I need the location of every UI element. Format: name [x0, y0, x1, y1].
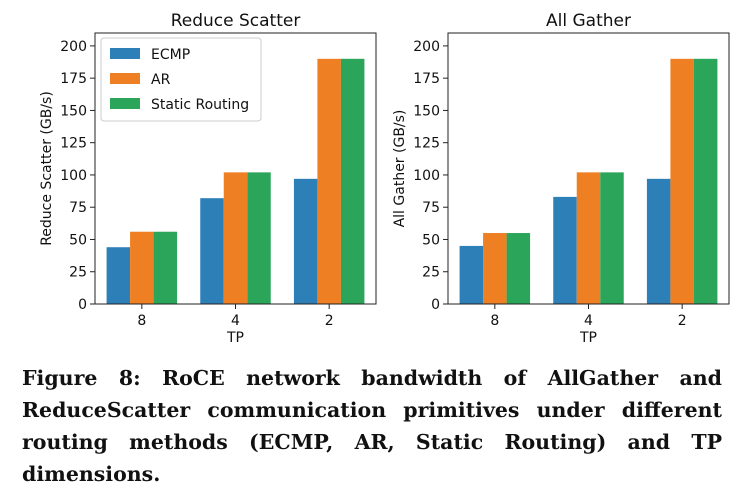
chart2-xtick-label: 2 — [678, 313, 687, 329]
chart2-ytick-label: 150 — [413, 103, 440, 119]
chart2-title: All Gather — [546, 11, 631, 31]
chart2-bar-ar-tp4 — [576, 172, 601, 304]
figure-caption: Figure 8: RoCE network bandwidth of AllG… — [22, 366, 722, 486]
chart2-ytick-label: 100 — [413, 168, 440, 184]
chart1-bar-ecmp-tp8 — [106, 247, 131, 304]
chart1-ytick-label: 100 — [60, 168, 87, 184]
chart1-legend-box — [100, 37, 262, 122]
chart1-ytick-label: 50 — [69, 232, 87, 248]
chart2-bar-ar-tp8 — [483, 233, 507, 304]
chart1-ytick-label: 125 — [60, 136, 87, 152]
chart1-ytick-label: 150 — [60, 103, 87, 119]
chart1-legend-swatch-static-routing — [110, 98, 140, 109]
chart2-ytick-label: 200 — [413, 39, 440, 55]
chart1-bar-ar-tp4 — [223, 172, 248, 304]
chart1-legend-label-ar: AR — [151, 72, 171, 88]
chart1-xtick-label: 2 — [325, 313, 334, 329]
chart1-ytick-label: 75 — [69, 200, 87, 216]
chart2-bar-ecmp-tp2 — [646, 178, 671, 304]
chart-figure: 0 25 50 75 100 125 150 175 200 8 4 2 Reduce Scatter T… — [39, 11, 730, 346]
chart1-bar-ecmp-tp2 — [293, 178, 318, 304]
chart2-bar-static-routing-tp2 — [693, 58, 718, 304]
chart2-ylabel: All Gather (GB/s) — [392, 110, 408, 228]
chart2-bar-ecmp-tp8 — [459, 245, 484, 304]
chart1-xtick-label: 4 — [231, 313, 240, 329]
chart2-xtick-label: 8 — [490, 313, 499, 329]
chart2-ytick-label: 175 — [413, 71, 440, 87]
chart2-ytick-label: 25 — [422, 265, 440, 281]
chart2-bar-static-routing-tp4 — [600, 172, 624, 304]
chart1-bar-ecmp-tp4 — [200, 198, 224, 304]
chart1-ytick-label: 175 — [60, 71, 87, 87]
chart2-bar-ecmp-tp4 — [553, 196, 577, 304]
chart1-title: Reduce Scatter — [171, 11, 301, 31]
chart1-ytick-label: 200 — [60, 39, 87, 55]
chart1-ylabel: Reduce Scatter (GB/s) — [39, 91, 55, 246]
chart1-xtick-label: 8 — [137, 313, 146, 329]
chart1-bar-ar-tp8 — [130, 231, 154, 304]
chart1-xlabel: TP — [226, 330, 244, 346]
chart1-bar-static-routing-tp8 — [153, 231, 178, 304]
chart1-bar-ar-tp2 — [317, 58, 341, 304]
chart2-ytick-label: 125 — [413, 136, 440, 152]
chart2-bar-static-routing-tp8 — [506, 233, 531, 304]
chart2-ytick-label: 50 — [422, 232, 440, 248]
chart1-bar-static-routing-tp4 — [247, 172, 271, 304]
chart1-legend-swatch-ecmp — [110, 48, 140, 59]
chart1-ytick-label: 0 — [78, 297, 87, 313]
chart1-legend-label-ecmp: ECMP — [151, 47, 190, 63]
chart2-xtick-label: 4 — [584, 313, 593, 329]
chart2-xlabel: TP — [579, 330, 597, 346]
chart1-legend-label-static-routing: Static Routing — [151, 97, 249, 113]
chart2-bar-ar-tp2 — [670, 58, 694, 304]
chart1-legend-swatch-ar — [110, 73, 140, 84]
chart1-ytick-label: 25 — [69, 265, 87, 281]
chart2-ytick-label: 0 — [431, 297, 440, 313]
chart2-ytick-label: 75 — [422, 200, 440, 216]
chart1-bar-static-routing-tp2 — [340, 58, 365, 304]
